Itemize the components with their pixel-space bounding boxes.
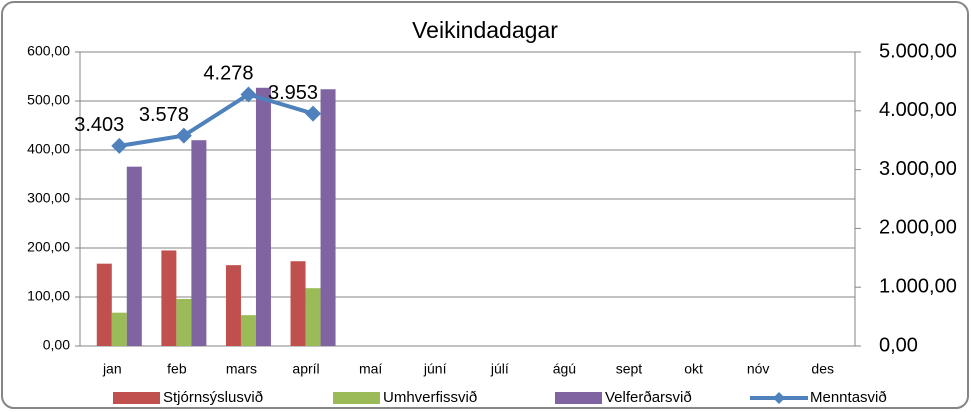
data-label: 3.953: [268, 82, 318, 104]
legend-label: Menntasvið: [810, 389, 887, 406]
x-tick-label: júlí: [490, 361, 509, 377]
y-tick-label: 400,00: [27, 141, 70, 157]
y2-tick-label: 4.000,00: [879, 99, 957, 121]
bar: [225, 265, 241, 346]
bar: [240, 315, 256, 346]
legend-label: Stjórnsýslusvið: [163, 389, 263, 406]
bar: [305, 288, 321, 346]
legend-swatch: [113, 392, 160, 404]
data-label: 4.278: [203, 63, 253, 85]
x-tick-label: des: [811, 361, 834, 377]
x-tick-label: maí: [359, 361, 382, 377]
x-tick-label: mars: [226, 361, 257, 377]
x-tick-label: nóv: [747, 361, 770, 377]
bar: [161, 250, 177, 346]
x-tick-label: júní: [423, 361, 447, 377]
line-marker: [175, 127, 192, 144]
bar: [320, 89, 336, 347]
x-tick-label: feb: [167, 361, 187, 377]
legend-swatch-marker: [773, 392, 785, 404]
y2-tick-label: 2.000,00: [879, 217, 957, 239]
chart-title: Veikindadagar: [412, 17, 558, 43]
bar: [111, 312, 127, 346]
y-tick-label: 100,00: [27, 288, 70, 304]
line: [118, 92, 314, 148]
y-tick-label: 200,00: [27, 239, 70, 255]
x-tick-label: ágú: [553, 361, 576, 377]
bar: [96, 263, 112, 346]
line-marker: [240, 86, 257, 103]
bar: [191, 140, 207, 346]
y2-tick-label: 3.000,00: [879, 158, 957, 180]
line-marker: [305, 105, 322, 122]
bar: [126, 166, 142, 346]
legend-swatch: [333, 392, 380, 404]
legend-label: Umhverfissvið: [383, 389, 477, 406]
y-tick-label: 0,00: [43, 337, 70, 353]
y-tick-label: 600,00: [27, 43, 70, 59]
y2-tick-label: 0,00: [879, 334, 918, 356]
y2-tick-label: 5.000,00: [879, 40, 957, 62]
bar: [255, 87, 271, 347]
y-tick-label: 300,00: [27, 190, 70, 206]
y2-tick-label: 1.000,00: [879, 275, 957, 297]
y-tick-label: 500,00: [27, 92, 70, 108]
data-label: 3.403: [74, 114, 124, 136]
x-tick-label: jan: [102, 361, 122, 377]
data-label: 3.578: [139, 104, 189, 126]
line-marker: [111, 137, 128, 154]
x-tick-label: sept: [616, 361, 643, 377]
legend-swatch: [555, 392, 602, 404]
x-tick-label: apríl: [292, 361, 319, 377]
legend-label: Velferðarsvið: [605, 389, 692, 406]
x-tick-label: okt: [684, 361, 703, 377]
bar: [290, 261, 306, 346]
bar: [176, 298, 192, 346]
